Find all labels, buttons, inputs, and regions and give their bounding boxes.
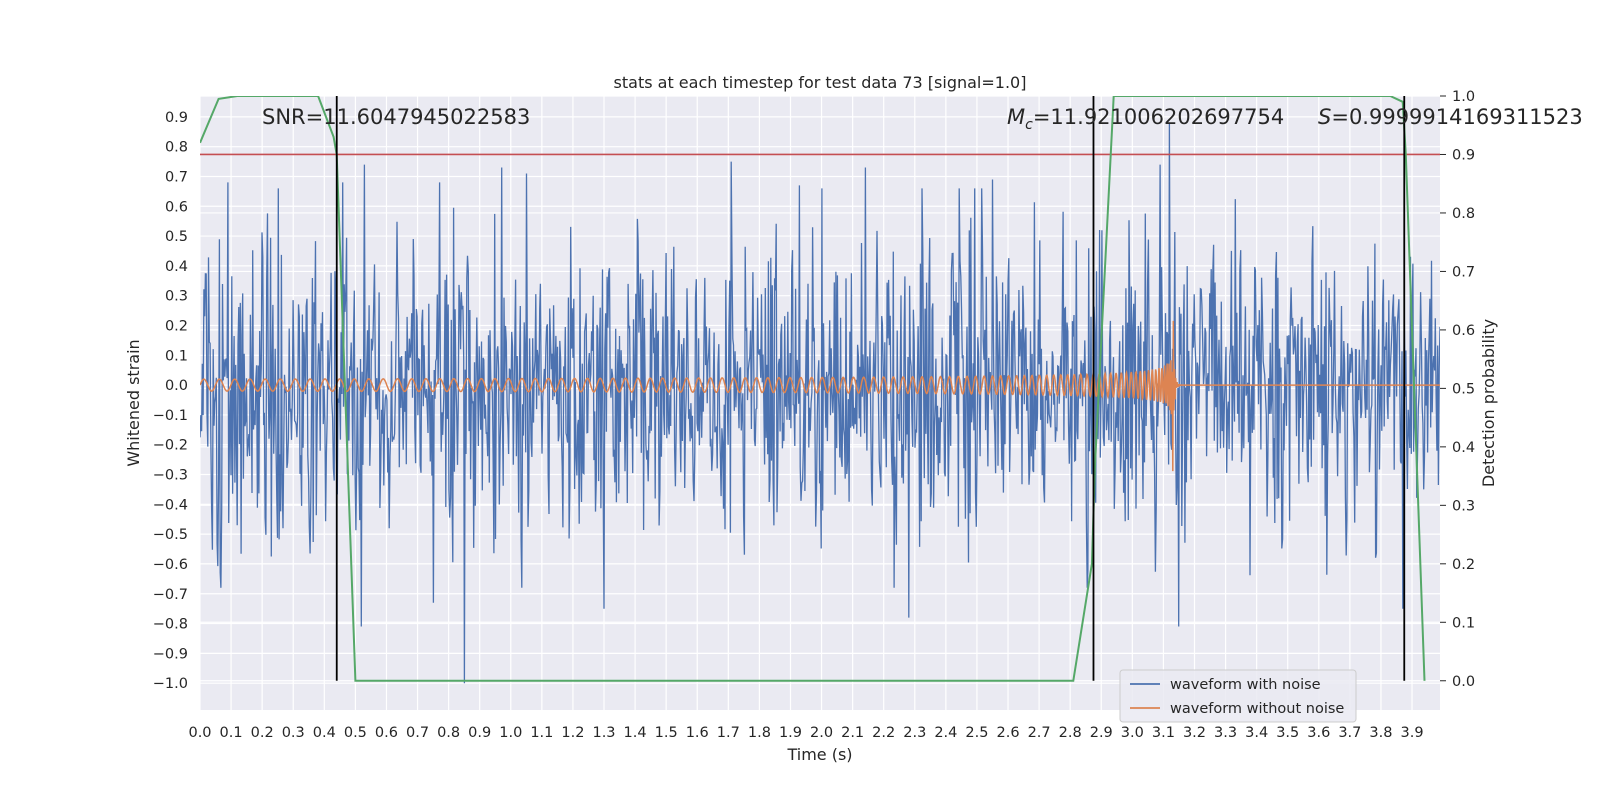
y-tick-label: −0.4 xyxy=(153,497,188,513)
series-waveform-without-noise xyxy=(200,320,1440,472)
score-symbol: S xyxy=(1318,105,1331,129)
y2-tick-label: 0.7 xyxy=(1452,264,1475,280)
x-tick-label: 0.6 xyxy=(375,725,398,741)
x-tick-label: 2.5 xyxy=(965,725,988,741)
x-tick-label: 3.2 xyxy=(1183,725,1206,741)
chart-title: stats at each timestep for test data 73 … xyxy=(614,73,1027,92)
x-tick-label: 0.7 xyxy=(406,725,429,741)
x-tick-label: 2.0 xyxy=(810,725,833,741)
x-tick-label: 3.7 xyxy=(1338,725,1361,741)
y-tick-label: −0.1 xyxy=(153,408,188,424)
series-layer xyxy=(200,96,1440,684)
x-tick-label: 2.7 xyxy=(1028,725,1051,741)
y-tick-label: −0.6 xyxy=(153,557,188,573)
y2-tick-label: 0.3 xyxy=(1452,498,1475,514)
y-tick-label: 0.3 xyxy=(165,289,188,305)
score-value: =0.9999914169311523 xyxy=(1331,105,1582,129)
y-tick-label: −0.7 xyxy=(153,587,188,603)
score-annotation: S=0.9999914169311523 xyxy=(1318,105,1583,129)
y2-tick-label: 0.2 xyxy=(1452,557,1475,573)
y2-tick-labels: 1.0 0.9 0.8 0.7 0.6 0.5 0.4 0.3 0.2 0.1 0.0 xyxy=(1440,89,1475,690)
x-tick-label: 2.4 xyxy=(934,725,957,741)
y2-tick-label: 0.5 xyxy=(1452,381,1475,397)
y-tick-label: −1.0 xyxy=(153,676,188,692)
x-tick-label: 0.2 xyxy=(251,725,274,741)
x-tick-label: 1.9 xyxy=(779,725,802,741)
y-tick-label: 0.9 xyxy=(165,110,188,126)
y-axis-label: Whitened strain xyxy=(124,339,143,466)
x-tick-label: 0.3 xyxy=(282,725,305,741)
x-tick-label: 2.2 xyxy=(872,725,895,741)
y2-axis-label: Detection probability xyxy=(1479,319,1498,487)
x-tick-label: 3.0 xyxy=(1121,725,1144,741)
x-tick-label: 0.5 xyxy=(344,725,367,741)
x-tick-labels: 0.0 0.1 0.2 0.3 0.4 0.5 0.6 0.7 0.8 0.9 1.0 1.1 1.2 1… xyxy=(188,725,1423,741)
y-tick-label: 0.4 xyxy=(165,259,188,275)
y-tick-label: −0.5 xyxy=(153,527,188,543)
x-tick-label: 0.8 xyxy=(437,725,460,741)
y2-tick-label: 0.6 xyxy=(1452,323,1475,339)
x-axis-label: Time (s) xyxy=(786,745,852,764)
vertical-markers xyxy=(335,96,1406,681)
x-tick-label: 0.4 xyxy=(313,725,336,741)
x-tick-label: 3.5 xyxy=(1276,725,1299,741)
y-tick-label: 0.7 xyxy=(165,169,188,185)
x-tick-label: 0.9 xyxy=(468,725,491,741)
chirp-mass-symbol: M xyxy=(1007,105,1025,129)
series-detection-probability xyxy=(200,96,1426,682)
x-tick-label: 1.6 xyxy=(686,725,709,741)
x-tick-label: 0.0 xyxy=(188,725,211,741)
y2-tick-label: 0.8 xyxy=(1452,206,1475,222)
x-tick-label: 3.4 xyxy=(1245,725,1268,741)
y-tick-label: −0.2 xyxy=(153,438,188,454)
x-tick-label: 3.1 xyxy=(1152,725,1175,741)
legend-label-clean: waveform without noise xyxy=(1170,701,1344,717)
x-tick-label: 3.6 xyxy=(1307,725,1330,741)
x-tick-label: 2.8 xyxy=(1059,725,1082,741)
x-tick-label: 2.1 xyxy=(841,725,864,741)
y2-tick-label: 1.0 xyxy=(1452,89,1475,105)
x-tick-label: 3.3 xyxy=(1214,725,1237,741)
x-tick-label: 3.9 xyxy=(1400,725,1423,741)
x-tick-label: 1.4 xyxy=(624,725,647,741)
x-tick-label: 1.0 xyxy=(499,725,522,741)
x-tick-label: 1.7 xyxy=(717,725,740,741)
legend: waveform with noise waveform without noi… xyxy=(1119,669,1357,723)
chirp-mass-value: =11.921006202697754 xyxy=(1033,105,1284,129)
plot-clipped-group xyxy=(200,96,1440,684)
x-tick-label: 1.2 xyxy=(561,725,584,741)
y-tick-label: −0.8 xyxy=(153,617,188,633)
y-tick-labels: 0.9 0.8 0.7 0.6 0.5 0.4 0.3 0.2 0.1 0.0 −0.1 −0.2 −0… xyxy=(153,110,188,692)
y2-tick-label: 0.1 xyxy=(1452,615,1475,631)
x-tick-label: 1.5 xyxy=(655,725,678,741)
x-tick-label: 2.9 xyxy=(1090,725,1113,741)
chirp-mass-annotation: Mc=11.921006202697754 xyxy=(1007,105,1284,133)
x-tick-label: 1.8 xyxy=(748,725,771,741)
x-tick-label: 2.6 xyxy=(996,725,1019,741)
x-tick-label: 2.3 xyxy=(903,725,926,741)
y-tick-label: 0.5 xyxy=(165,229,188,245)
x-tick-label: 3.8 xyxy=(1369,725,1392,741)
x-tick-label: 1.3 xyxy=(592,725,615,741)
y2-tick-label: 0.4 xyxy=(1452,440,1475,456)
y-tick-label: −0.9 xyxy=(153,646,188,662)
snr-annotation: SNR=11.6047945022583 xyxy=(262,105,530,129)
x-tick-label: 0.1 xyxy=(220,725,243,741)
legend-label-noise: waveform with noise xyxy=(1170,677,1321,693)
y-tick-label: 0.2 xyxy=(165,319,188,335)
y-tick-label: −0.3 xyxy=(153,468,188,484)
y-tick-label: 0.6 xyxy=(165,199,188,215)
legend-box xyxy=(1119,669,1357,723)
y-tick-label: 0.8 xyxy=(165,140,188,156)
y-tick-label: 0.0 xyxy=(165,378,188,394)
y-tick-label: 0.1 xyxy=(165,348,188,364)
chirp-mass-subscript: c xyxy=(1025,117,1033,133)
y2-tick-label: 0.9 xyxy=(1452,147,1475,163)
y2-tick-label: 0.0 xyxy=(1452,674,1475,690)
x-tick-label: 1.1 xyxy=(530,725,553,741)
